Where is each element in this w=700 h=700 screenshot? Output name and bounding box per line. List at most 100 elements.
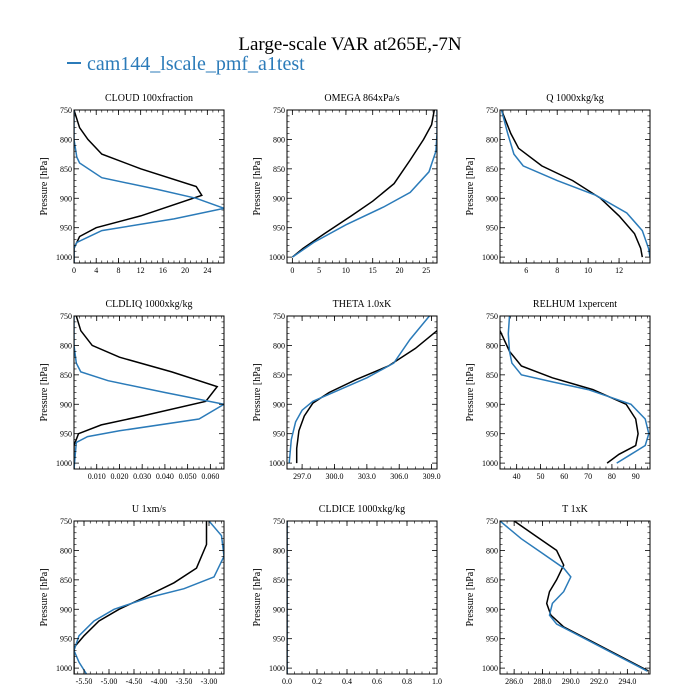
y-tick-label: 950 <box>60 224 72 233</box>
y-tick-label: 800 <box>486 341 498 350</box>
x-tick-label: -3.00 <box>201 677 218 686</box>
x-tick-label: -3.50 <box>176 677 193 686</box>
y-tick-label: 750 <box>486 106 498 115</box>
x-tick-label: 0.050 <box>179 472 197 481</box>
x-tick-label: 1.0 <box>432 677 442 686</box>
y-tick-label: 1000 <box>482 664 498 673</box>
ref-series-line <box>500 110 644 258</box>
x-tick-label: 25 <box>422 266 430 275</box>
x-tick-label: -5.00 <box>101 677 118 686</box>
y-tick-label: 850 <box>273 576 285 585</box>
panel-title: CLDLIQ 1000xkg/kg <box>106 299 193 310</box>
y-tick-label: 800 <box>273 341 285 350</box>
plot-frame <box>286 520 438 675</box>
y-tick-label: 800 <box>486 546 498 555</box>
x-tick-label: -4.50 <box>126 677 143 686</box>
x-tick-label: 0.060 <box>201 472 219 481</box>
plot-frame <box>499 520 651 675</box>
x-tick-label: 40 <box>513 472 521 481</box>
panel-title: RELHUM 1xpercent <box>533 299 617 310</box>
y-tick-label: 900 <box>486 605 498 614</box>
x-tick-label: 5 <box>317 266 321 275</box>
y-tick-label: 950 <box>60 635 72 644</box>
x-tick-label: 288.0 <box>533 677 551 686</box>
x-tick-label: 0.040 <box>156 472 174 481</box>
y-axis-label: Pressure [hPa] <box>39 568 50 626</box>
y-tick-label: 750 <box>273 312 285 321</box>
y-tick-label: 1000 <box>269 664 285 673</box>
x-tick-label: 12 <box>615 266 623 275</box>
x-tick-label: 0.0 <box>282 677 292 686</box>
y-tick-label: 850 <box>273 165 285 174</box>
x-tick-label: 8 <box>116 266 120 275</box>
panel-title: U 1xm/s <box>132 504 166 515</box>
x-tick-label: -5.50 <box>76 677 93 686</box>
y-tick-label: 800 <box>273 135 285 144</box>
x-tick-label: 0.8 <box>402 677 412 686</box>
y-tick-label: 850 <box>486 371 498 380</box>
y-tick-label: 950 <box>60 430 72 439</box>
y-tick-label: 850 <box>486 576 498 585</box>
plot-frame <box>286 315 438 470</box>
test-series-line <box>291 110 437 258</box>
y-tick-label: 850 <box>60 576 72 585</box>
x-tick-label: 80 <box>608 472 616 481</box>
panel-7: U 1xm/s Pressure [hPa] 750 800 850 900 950 1000… <box>39 504 225 686</box>
legend-line-icon <box>67 62 81 65</box>
y-tick-label: 900 <box>486 400 498 409</box>
x-tick-label: 0.4 <box>342 677 352 686</box>
x-tick-label: 10 <box>342 266 350 275</box>
panel-2: OMEGA 864xPa/s Pressure [hPa] 750 800 850 900… <box>252 93 438 275</box>
y-tick-label: 800 <box>60 546 72 555</box>
panel-9: T 1xK Pressure [hPa] 750 800 850 900 950 1000 28… <box>465 504 651 686</box>
y-tick-label: 800 <box>60 341 72 350</box>
test-series-line <box>500 110 650 258</box>
y-tick-label: 1000 <box>482 253 498 262</box>
x-tick-label: 300.0 <box>325 472 343 481</box>
x-tick-label: 24 <box>203 266 211 275</box>
plot-frame <box>499 109 651 264</box>
x-tick-label: 10 <box>584 266 592 275</box>
ref-series-line <box>513 521 649 672</box>
x-tick-label: 60 <box>560 472 568 481</box>
x-tick-label: 303.0 <box>358 472 376 481</box>
x-tick-label: 0 <box>290 266 294 275</box>
y-tick-label: 1000 <box>56 459 72 468</box>
y-tick-label: 750 <box>60 106 72 115</box>
x-tick-label: -4.00 <box>151 677 168 686</box>
x-tick-label: 306.0 <box>390 472 408 481</box>
y-axis-label: Pressure [hPa] <box>252 568 263 626</box>
y-tick-label: 850 <box>60 165 72 174</box>
x-tick-label: 6 <box>524 266 528 275</box>
page-title: Large-scale VAR at265E,-7N <box>238 34 462 55</box>
ref-series-line <box>74 316 219 469</box>
y-tick-label: 900 <box>60 194 72 203</box>
y-tick-label: 750 <box>486 312 498 321</box>
y-tick-label: 1000 <box>56 664 72 673</box>
y-tick-label: 950 <box>273 224 285 233</box>
y-tick-label: 950 <box>486 224 498 233</box>
y-tick-label: 900 <box>60 400 72 409</box>
y-tick-label: 950 <box>486 430 498 439</box>
test-series-line <box>74 110 224 263</box>
y-axis-label: Pressure [hPa] <box>252 157 263 215</box>
x-tick-label: 0.030 <box>133 472 151 481</box>
plot-frame <box>73 315 225 470</box>
x-tick-label: 0 <box>72 266 76 275</box>
y-tick-label: 1000 <box>269 459 285 468</box>
y-tick-label: 1000 <box>56 253 72 262</box>
panel-8: CLDICE 1000xkg/kg Pressure [hPa] 750 800 850… <box>252 504 442 686</box>
y-tick-label: 850 <box>486 165 498 174</box>
x-tick-label: 0.020 <box>110 472 128 481</box>
x-tick-label: 0.2 <box>312 677 322 686</box>
y-tick-label: 900 <box>273 400 285 409</box>
y-tick-label: 750 <box>273 106 285 115</box>
ref-series-line <box>500 330 639 464</box>
y-tick-label: 950 <box>273 635 285 644</box>
y-tick-label: 850 <box>60 371 72 380</box>
y-tick-label: 900 <box>486 194 498 203</box>
y-tick-label: 950 <box>486 635 498 644</box>
x-tick-label: 290.0 <box>562 677 580 686</box>
y-axis-label: Pressure [hPa] <box>465 363 476 421</box>
y-tick-label: 900 <box>273 194 285 203</box>
